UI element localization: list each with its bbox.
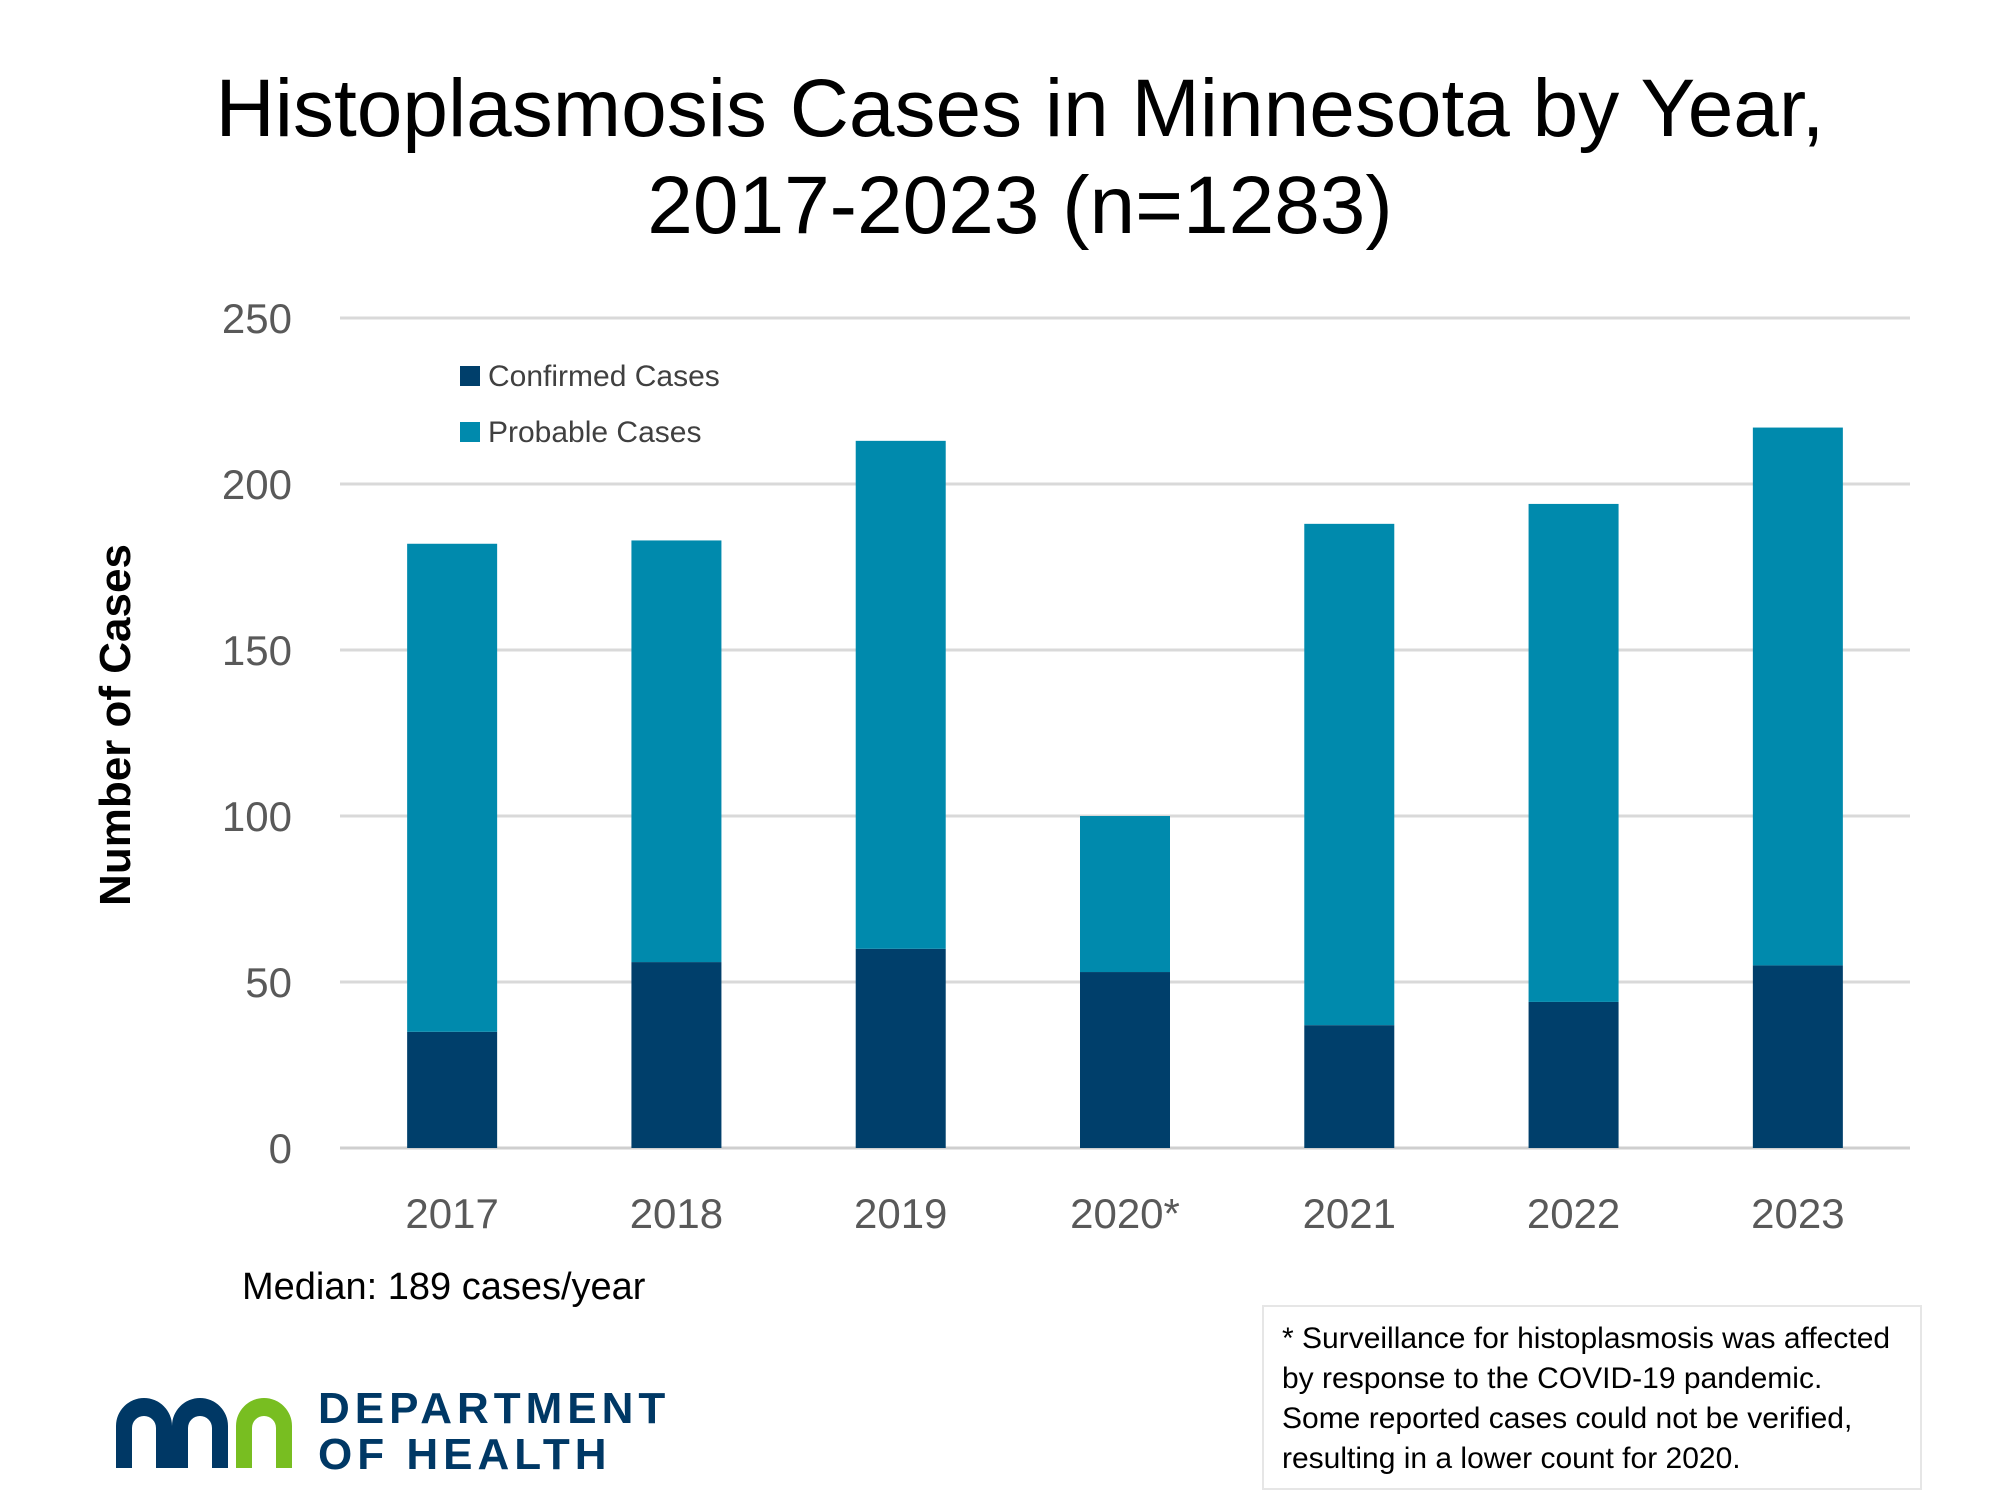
- bar-probable-2019: [855, 440, 946, 949]
- bar-confirmed-2023: [1752, 965, 1843, 1148]
- bar-confirmed-2020: [1080, 972, 1170, 1148]
- stacked-bar-chart: 0 50 100 150 200 250 2017 2018 2019 2020* 2021 202…: [91, 295, 1910, 1237]
- bar-probable-2018: [631, 540, 722, 963]
- y-tick-label: 100: [222, 793, 292, 840]
- legend: Confirmed Cases Probable Cases: [460, 360, 720, 449]
- bar-confirmed-2018: [631, 962, 722, 1148]
- y-axis-ticks: 0 50 100 150 200 250: [222, 295, 292, 1172]
- y-tick-label: 200: [222, 461, 292, 508]
- y-tick-label: 150: [222, 627, 292, 674]
- bar-probable-2021: [1304, 523, 1395, 1026]
- surveillance-footnote: * Surveillance for histoplasmosis was af…: [1262, 1305, 1922, 1490]
- legend-swatch: [460, 422, 480, 442]
- median-note: Median: 189 cases/year: [242, 1266, 646, 1308]
- bars: [407, 427, 1843, 1148]
- bar-probable-2017: [407, 543, 498, 1032]
- bar-probable-2023: [1752, 427, 1843, 966]
- x-tick-label: 2019: [854, 1190, 947, 1237]
- x-tick-label: 2017: [405, 1190, 498, 1237]
- logo-line-2: OF HEALTH: [318, 1430, 612, 1479]
- bar-confirmed-2019: [855, 948, 946, 1148]
- legend-swatch: [460, 366, 480, 386]
- department-of-health-wordmark: DEPARTMENT OF HEALTH: [318, 1386, 670, 1478]
- chart-title-line-1: Histoplasmosis Cases in Minnesota by Yea…: [215, 63, 1825, 154]
- bar-confirmed-2017: [407, 1031, 498, 1148]
- legend-label: Confirmed Cases: [488, 360, 720, 393]
- x-tick-label: 2021: [1303, 1190, 1396, 1237]
- legend-label: Probable Cases: [488, 416, 701, 449]
- mn-logo-icon: [116, 1398, 292, 1468]
- x-tick-label: 2020*: [1070, 1190, 1180, 1237]
- y-tick-label: 50: [245, 959, 292, 1006]
- chart-title: Histoplasmosis Cases in Minnesota by Yea…: [0, 60, 2000, 254]
- y-axis-label: Number of Cases: [91, 544, 140, 906]
- bar-confirmed-2022: [1528, 1001, 1619, 1148]
- x-tick-label: 2022: [1527, 1190, 1620, 1237]
- chart-title-line-2: 2017-2023 (n=1283): [647, 160, 1393, 251]
- bar-probable-2022: [1528, 503, 1619, 1002]
- logo-line-1: DEPARTMENT: [318, 1384, 671, 1433]
- bar-probable-2020: [1080, 816, 1170, 973]
- y-tick-label: 250: [222, 295, 292, 342]
- x-axis-ticks: 2017 2018 2019 2020* 2021 2022 2023: [405, 1190, 1844, 1237]
- x-tick-label: 2023: [1751, 1190, 1844, 1237]
- bar-confirmed-2021: [1304, 1025, 1395, 1148]
- y-tick-label: 0: [269, 1125, 292, 1172]
- x-tick-label: 2018: [630, 1190, 723, 1237]
